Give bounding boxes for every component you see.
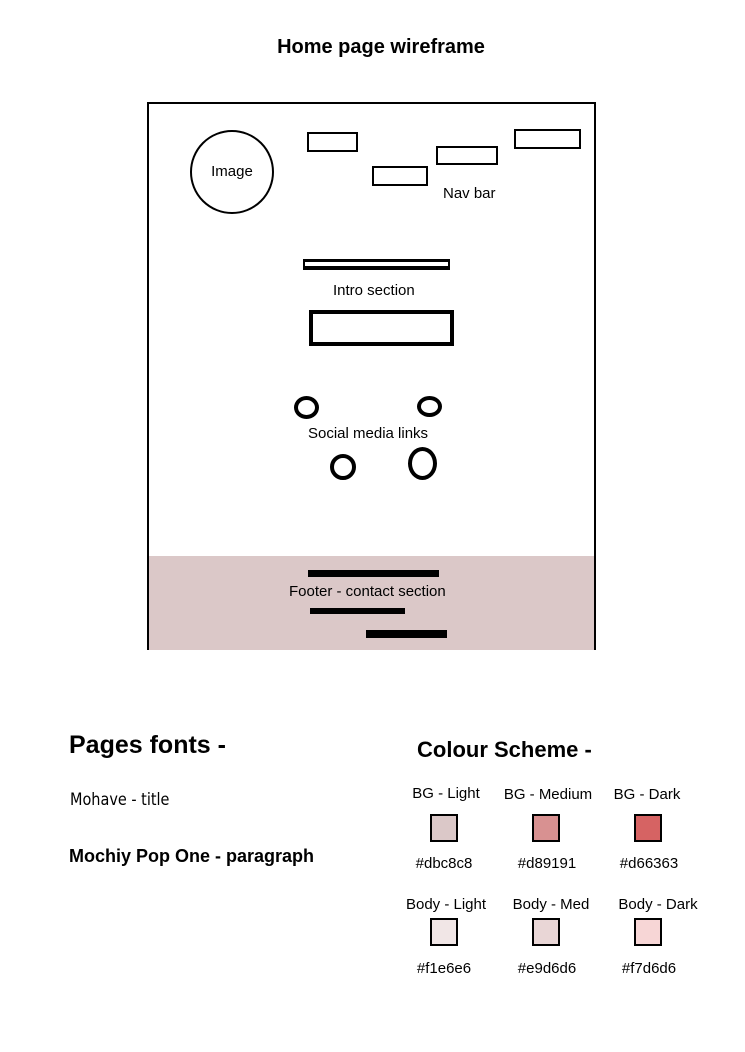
nav-item-3 [436,146,498,165]
footer-line-2 [310,608,405,614]
intro-section-label: Intro section [333,282,415,299]
intro-heading-bar [303,259,450,270]
page-title: Home page wireframe [277,36,485,58]
swatch-name-body-light: Body - Light [405,896,487,913]
swatch-bg-medium [532,814,560,842]
swatch-body-light [430,918,458,946]
footer-line-1 [308,570,439,577]
social-media-label: Social media links [308,425,429,442]
social-icon-2 [417,396,442,417]
nav-item-1 [307,132,358,152]
social-icon-3 [330,454,356,480]
swatch-hex-body-dark: #f7d6d6 [621,960,677,977]
swatch-hex-body-med: #e9d6d6 [517,960,577,977]
swatch-bg-dark [634,814,662,842]
swatch-name-bg-light: BG - Light [412,785,480,802]
paragraph-font-label: Mochiy Pop One - paragraph [69,846,315,866]
swatch-hex-bg-dark: #d66363 [619,855,679,872]
swatch-name-body-dark: Body - Dark [618,896,698,913]
swatch-hex-bg-medium: #d89191 [517,855,577,872]
swatch-bg-light [430,814,458,842]
swatch-body-med [532,918,560,946]
swatch-name-body-med: Body - Med [512,896,590,913]
swatch-name-bg-medium: BG - Medium [503,786,593,803]
image-placeholder: Image [190,130,274,214]
social-icon-4 [408,447,437,480]
swatch-body-dark [634,918,662,946]
footer-line-3 [366,630,447,638]
intro-content-box [309,310,454,346]
title-font-label: Mohave - title [70,790,170,810]
swatch-hex-bg-light: #dbc8c8 [415,855,473,872]
colour-scheme-heading: Colour Scheme - [417,737,592,762]
nav-item-4 [514,129,581,149]
footer-label: Footer - contact section [289,583,446,600]
swatch-name-bg-dark: BG - Dark [613,786,681,803]
nav-bar-label: Nav bar [443,185,496,202]
social-icon-1 [294,396,319,419]
image-label: Image [211,163,253,180]
fonts-heading: Pages fonts - [69,731,226,759]
swatch-hex-body-light: #f1e6e6 [416,960,472,977]
nav-item-2 [372,166,428,186]
